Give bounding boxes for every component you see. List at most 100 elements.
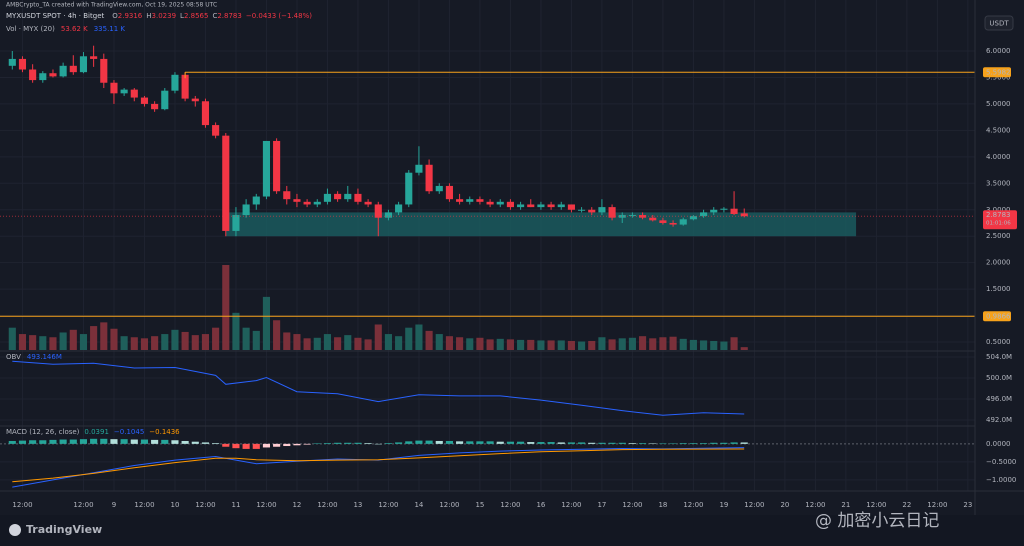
volume-bar — [425, 330, 433, 350]
volume-bar — [476, 337, 484, 350]
x-tick-label: 16 — [536, 501, 545, 509]
level-tag — [983, 311, 1011, 322]
macd-histogram-bar — [120, 439, 128, 444]
candle-body — [588, 209, 596, 213]
y-tick-label: 5.5000 — [986, 73, 1011, 81]
volume-name: Vol · MYX (20) — [6, 25, 55, 33]
volume-bar — [527, 339, 535, 350]
credit: AMBCrypto_TA created with TradingView.co… — [6, 2, 217, 9]
obv-legend: OBV 493.146M — [6, 353, 62, 361]
y-tick-label: 1.5000 — [986, 285, 1011, 293]
countdown: 01:01:06 — [986, 221, 1011, 227]
candle-body — [557, 204, 565, 208]
x-tick-label: 12:00 — [73, 501, 93, 509]
macd-histogram-bar — [273, 443, 281, 447]
macd-histogram-bar — [445, 440, 453, 444]
legend-value: 3.0239 — [152, 12, 177, 20]
candle-body — [90, 56, 98, 59]
macd-histogram-bar — [303, 443, 311, 445]
x-tick-label: 10 — [170, 501, 179, 509]
candle-body — [110, 82, 118, 94]
volume-bar — [445, 336, 453, 350]
volume-bar — [405, 327, 413, 350]
candle-body — [679, 219, 687, 225]
candle-body — [69, 65, 77, 73]
macd-histogram-bar — [405, 441, 413, 444]
volume-bar — [466, 338, 474, 350]
volume-bar — [171, 329, 179, 350]
candle-body — [323, 193, 331, 202]
volume-bar — [689, 339, 697, 350]
macd-histogram-bar — [283, 443, 291, 447]
candle-body — [730, 208, 738, 214]
volume-bar — [100, 322, 108, 350]
volume-bar — [191, 335, 199, 350]
volume-bar — [730, 337, 738, 350]
x-tick-label: 20 — [780, 501, 789, 509]
legend-value: −0.1045 — [114, 428, 144, 436]
grid — [0, 0, 975, 491]
y-tick-label: 0.5000 — [986, 338, 1011, 346]
volume-bar — [374, 324, 382, 350]
volume-bar — [415, 324, 423, 350]
candle-body — [517, 204, 525, 208]
candle-body — [161, 90, 169, 110]
x-tick-label: 21 — [841, 501, 850, 509]
legend-header: MYXUSDT SPOT · 4h · Bitget O2.9316 H3.0239… — [6, 12, 312, 20]
volume-bar — [679, 338, 687, 350]
volume-bar — [588, 340, 596, 350]
macd-histogram-bar — [90, 438, 98, 444]
x-tick-label: 12:00 — [927, 501, 947, 509]
currency-button[interactable] — [984, 15, 1014, 31]
currency-label[interactable]: USDT — [989, 20, 1009, 28]
volume-bar — [110, 328, 118, 350]
last-price-label: 2.8783 — [986, 211, 1011, 219]
volume-bar — [557, 340, 565, 350]
legend-value: 2.8565 — [184, 12, 209, 20]
volume-bar — [720, 341, 728, 350]
volume-bar — [639, 336, 647, 350]
macd-histogram-bar — [262, 443, 271, 448]
macd-histogram-bar — [608, 442, 616, 444]
macd-histogram-bar — [628, 443, 636, 444]
x-tick-label: 14 — [414, 501, 423, 509]
x-tick-label: 13 — [353, 501, 362, 509]
macd-histogram-bar — [110, 439, 118, 444]
macd-histogram-bar — [415, 440, 423, 444]
candle-body — [374, 204, 382, 218]
volume-bar — [364, 339, 372, 350]
macd-histogram-bar — [313, 443, 321, 444]
volume-bar — [49, 337, 57, 350]
volume-bar — [547, 340, 555, 350]
candle-body — [476, 199, 484, 202]
ohlc-letter: H — [146, 12, 151, 20]
volume-bar — [628, 337, 636, 350]
candle-body — [659, 220, 667, 223]
macd-histogram-bar — [649, 443, 657, 444]
macd-histogram-bar — [435, 440, 443, 444]
level-label: 5.5982 — [986, 68, 1011, 76]
volume-bar — [283, 332, 291, 350]
macd-histogram-bar — [232, 443, 240, 449]
x-tick-label: 12:00 — [561, 501, 581, 509]
macd-histogram-bar — [598, 442, 606, 444]
macd-histogram-bar — [334, 442, 342, 444]
candle-body — [18, 58, 27, 70]
macd-histogram-bar — [588, 442, 596, 444]
volume-bar — [649, 338, 657, 350]
macd-name: MACD (12, 26, close) — [6, 428, 80, 436]
macd-histogram-bar — [323, 443, 331, 444]
x-tick-label: 12:00 — [195, 501, 215, 509]
legend-value: −0.0433 (−1.48%) — [246, 12, 312, 20]
candle-body — [445, 185, 453, 200]
macd-histogram-bar — [151, 439, 159, 444]
candle-body — [567, 204, 575, 210]
volume-bar — [710, 340, 718, 350]
volume-bar — [18, 334, 27, 350]
x-tick-label: 12:00 — [866, 501, 886, 509]
candle-body — [242, 204, 250, 216]
axis-labels: 12:00 12:00 9 12:00 10 12:00 11 12:00 12 12:00 13 1… — [12, 47, 1017, 509]
volume-bar — [700, 340, 708, 350]
volume-bar — [262, 296, 271, 350]
